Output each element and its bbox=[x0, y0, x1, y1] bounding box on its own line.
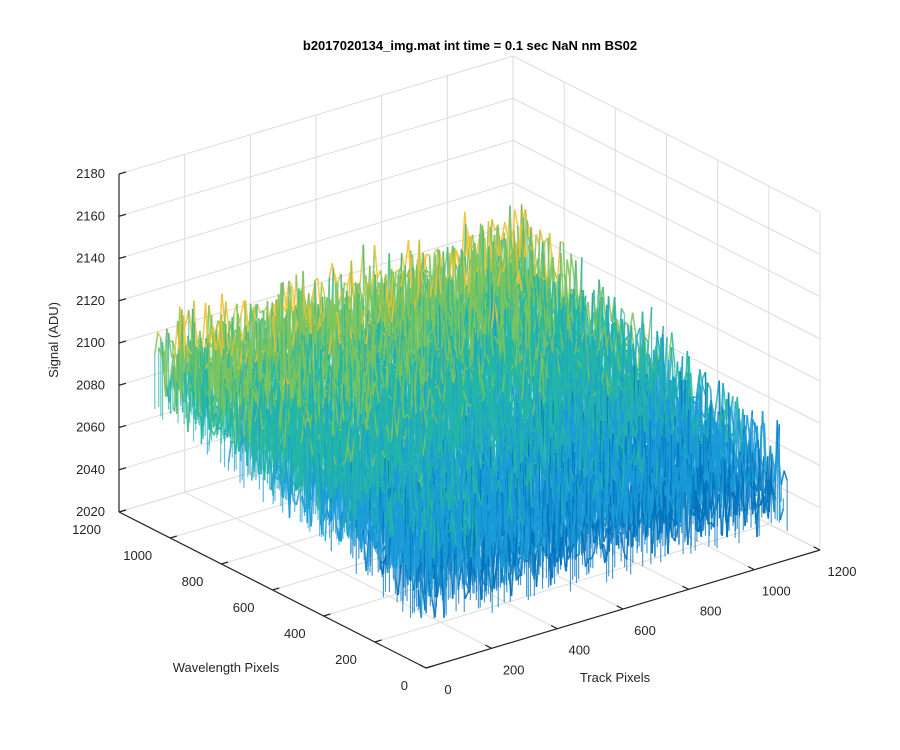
surface-segment bbox=[227, 440, 233, 464]
surface-segment bbox=[373, 245, 379, 279]
surface-segment bbox=[328, 263, 334, 278]
surface-segment bbox=[157, 331, 162, 339]
surface-segment bbox=[320, 282, 326, 297]
surface-segment bbox=[449, 252, 455, 268]
side-wall-gridline bbox=[512, 140, 821, 297]
side-wall-gridline bbox=[512, 97, 821, 255]
surface-segment bbox=[173, 320, 179, 357]
surface-segment bbox=[481, 261, 486, 279]
side-wall-gridline bbox=[512, 55, 821, 213]
surface-segment bbox=[427, 271, 432, 277]
surface-segment bbox=[487, 221, 493, 273]
surface-segment bbox=[439, 277, 444, 282]
surface-segment bbox=[196, 340, 202, 352]
surface-segment bbox=[173, 354, 178, 412]
surface-segment bbox=[154, 332, 159, 355]
surface-segment bbox=[426, 253, 430, 257]
back-wall-gridline bbox=[118, 55, 514, 175]
surface-segment bbox=[252, 306, 258, 322]
surface-segment bbox=[169, 353, 175, 381]
surface-segment bbox=[352, 281, 357, 330]
surface-segment bbox=[423, 271, 428, 277]
side-wall-gridline bbox=[512, 182, 821, 340]
back-wall-gridline bbox=[118, 97, 514, 217]
surface-segment bbox=[446, 252, 452, 286]
surface-segment bbox=[570, 253, 575, 280]
back-wall-gridline bbox=[118, 140, 514, 259]
surface-segment bbox=[261, 317, 266, 322]
surface-segment bbox=[532, 296, 537, 299]
surface-segment bbox=[291, 286, 296, 311]
surface-segment bbox=[201, 302, 207, 347]
surface-segment bbox=[224, 301, 230, 329]
surface-segment bbox=[513, 209, 519, 226]
floor-gridline bbox=[374, 523, 769, 643]
surface-segment bbox=[464, 211, 469, 256]
surface-segment bbox=[244, 300, 250, 333]
back-wall-gridline bbox=[118, 182, 514, 302]
surface-segment bbox=[445, 276, 449, 279]
surface-segment bbox=[504, 221, 509, 238]
surface-mesh bbox=[154, 204, 788, 619]
